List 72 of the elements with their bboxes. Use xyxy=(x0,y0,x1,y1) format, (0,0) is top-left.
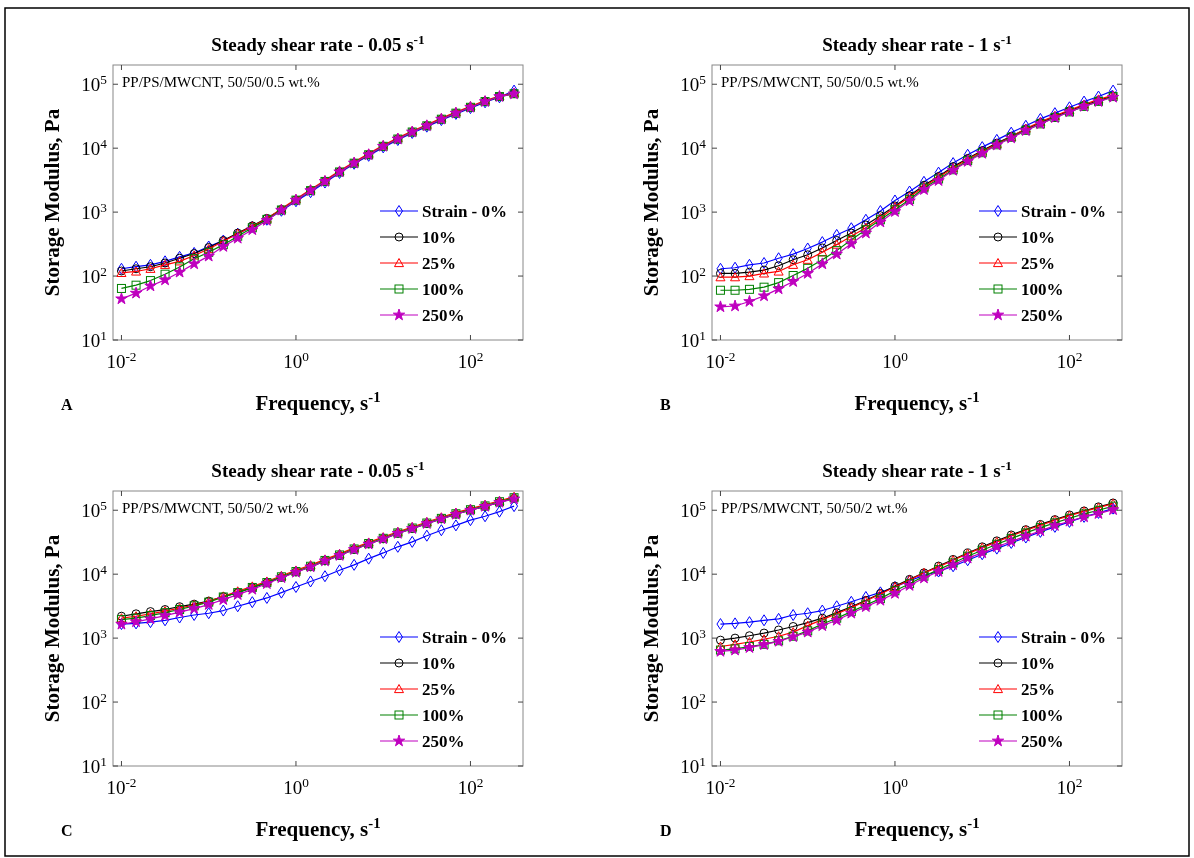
legend-label: 25% xyxy=(422,680,456,699)
y-tick-label: 10$^{5}$ xyxy=(680,71,707,96)
y-tick-label: 10$^{3}$ xyxy=(680,625,707,650)
text: A xyxy=(61,396,73,413)
y-axis-title: Storage Modulus, Pa xyxy=(639,534,663,723)
y-tick-label: 10$^{3}$ xyxy=(81,199,108,224)
annotation: PP/PS/MWCNT, 50/50/0.5 wt.% xyxy=(721,74,919,90)
legend-label: Strain - 0% xyxy=(1021,628,1106,647)
y-tick-label: 10$^{4}$ xyxy=(81,135,108,160)
y-tick-label: 10$^{1}$ xyxy=(81,327,107,351)
y-axis-title: Storage Modulus, Pa xyxy=(639,108,663,297)
x-tick-label: 10$^{-2}$ xyxy=(106,774,137,798)
legend-label: 100% xyxy=(1021,280,1064,299)
x-tick-label: 10$^{-2}$ xyxy=(705,348,736,372)
legend-label: 250% xyxy=(1021,732,1064,751)
y-tick-label: 10$^{2}$ xyxy=(680,263,706,288)
text: B xyxy=(660,396,671,413)
annotation: PP/PS/MWCNT, 50/50/0.5 wt.% xyxy=(122,74,320,90)
x-tick-label: 10$^{0}$ xyxy=(283,774,310,798)
y-tick-label: 10$^{1}$ xyxy=(81,753,107,777)
annotation: PP/PS/MWCNT, 50/50/2 wt.% xyxy=(721,500,908,516)
legend-label: 25% xyxy=(422,254,456,273)
legend-label: 25% xyxy=(1021,254,1055,273)
y-tick-label: 10$^{5}$ xyxy=(81,497,108,522)
y-tick-label: 10$^{4}$ xyxy=(680,135,707,160)
x-tick-label: 10$^{2}$ xyxy=(1056,348,1083,372)
y-tick-label: 10$^{2}$ xyxy=(680,689,706,714)
legend-label: 100% xyxy=(422,706,465,725)
x-tick-label: 10$^{0}$ xyxy=(882,774,909,798)
x-tick-label: 10$^{0}$ xyxy=(283,348,310,372)
y-tick-label: 10$^{3}$ xyxy=(680,199,707,224)
x-tick-label: 10$^{-2}$ xyxy=(106,348,137,372)
legend-label: Strain - 0% xyxy=(422,628,507,647)
x-axis-title: Frequency, s$^{-1}$ xyxy=(854,815,980,841)
y-tick-label: 10$^{2}$ xyxy=(81,263,107,288)
y-tick-label: 10$^{2}$ xyxy=(81,689,107,714)
legend-label: 250% xyxy=(1021,306,1064,325)
x-tick-label: 10$^{2}$ xyxy=(457,774,484,798)
legend-label: 100% xyxy=(422,280,465,299)
chart-title: Steady shear rate - 0.05 s$^{-1}$ xyxy=(211,31,425,55)
legend-label: 10% xyxy=(422,654,456,673)
x-tick-label: 10$^{2}$ xyxy=(457,348,484,372)
x-tick-label: 10$^{0}$ xyxy=(882,348,909,372)
chart-title: Steady shear rate - 0.05 s$^{-1}$ xyxy=(211,457,425,481)
legend-label: 250% xyxy=(422,732,465,751)
x-axis-title: Frequency, s$^{-1}$ xyxy=(255,389,381,415)
legend-label: 10% xyxy=(422,228,456,247)
y-tick-label: 10$^{5}$ xyxy=(81,71,108,96)
y-axis-title: Storage Modulus, Pa xyxy=(40,108,64,297)
legend-label: 10% xyxy=(1021,654,1055,673)
text: D xyxy=(660,822,672,839)
y-tick-label: 10$^{1}$ xyxy=(680,327,706,351)
x-tick-label: 10$^{-2}$ xyxy=(705,774,736,798)
legend-label: Strain - 0% xyxy=(1021,202,1106,221)
x-tick-label: 10$^{2}$ xyxy=(1056,774,1083,798)
y-tick-label: 10$^{4}$ xyxy=(81,561,108,586)
y-tick-label: 10$^{1}$ xyxy=(680,753,706,777)
text: C xyxy=(61,822,73,839)
legend-label: 25% xyxy=(1021,680,1055,699)
x-axis-title: Frequency, s$^{-1}$ xyxy=(854,389,980,415)
legend-label: 250% xyxy=(422,306,465,325)
y-axis-title: Storage Modulus, Pa xyxy=(40,534,64,723)
legend-label: Strain - 0% xyxy=(422,202,507,221)
chart-title: Steady shear rate - 1 s$^{-1}$ xyxy=(822,31,1012,55)
annotation: PP/PS/MWCNT, 50/50/2 wt.% xyxy=(122,500,309,516)
y-tick-label: 10$^{3}$ xyxy=(81,625,108,650)
legend-label: 100% xyxy=(1021,706,1064,725)
y-tick-label: 10$^{5}$ xyxy=(680,497,707,522)
chart-title: Steady shear rate - 1 s$^{-1}$ xyxy=(822,457,1012,481)
x-axis-title: Frequency, s$^{-1}$ xyxy=(255,815,381,841)
legend-label: 10% xyxy=(1021,228,1055,247)
y-tick-label: 10$^{4}$ xyxy=(680,561,707,586)
